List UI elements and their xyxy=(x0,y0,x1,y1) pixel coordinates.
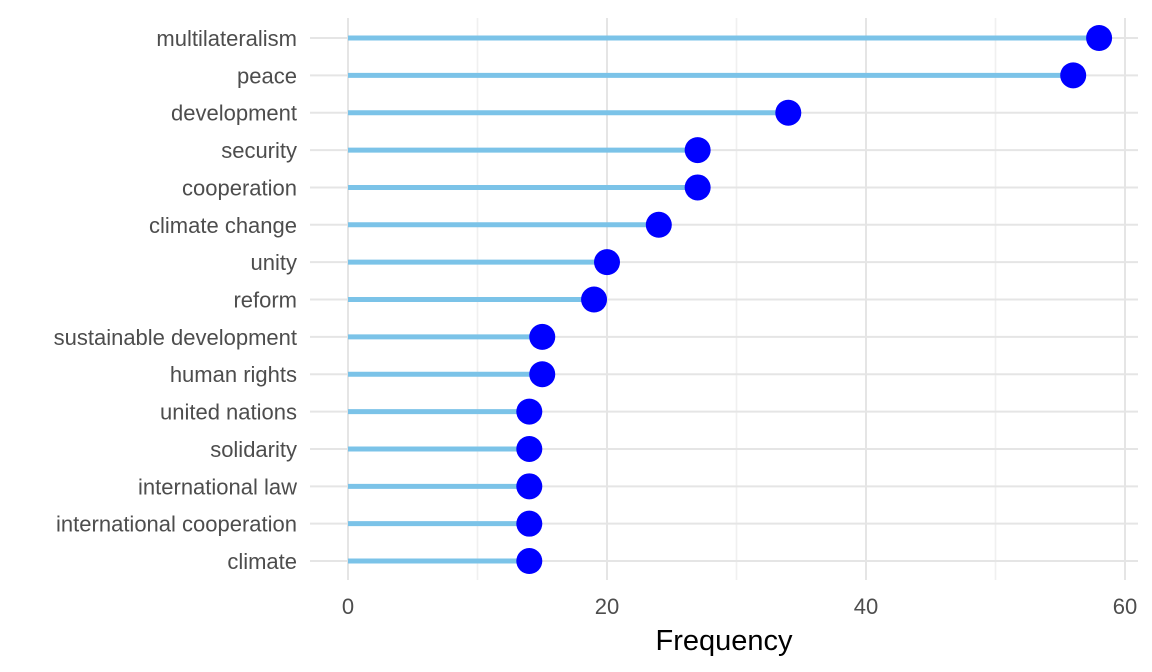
lollipop-point xyxy=(594,249,620,276)
lollipop-point xyxy=(529,361,556,388)
category-label: unity xyxy=(251,250,297,275)
lollipop-stems xyxy=(348,35,1100,564)
x-tick-labels: 0 20 40 60 xyxy=(342,594,1137,619)
category-label: international law xyxy=(138,474,297,499)
category-label: solidarity xyxy=(210,437,297,462)
x-tick-label: 0 xyxy=(342,594,354,619)
lollipop-point xyxy=(684,137,711,164)
lollipop-point xyxy=(775,99,802,126)
x-tick-label: 40 xyxy=(854,594,878,619)
category-label: human rights xyxy=(170,362,297,387)
category-label: reform xyxy=(233,288,297,313)
lollipop-point xyxy=(645,211,672,238)
lollipop-point xyxy=(581,286,608,313)
category-label: cooperation xyxy=(182,175,297,200)
lollipop-point xyxy=(516,435,543,462)
category-label: peace xyxy=(237,63,297,88)
category-label: security xyxy=(221,138,297,163)
category-labels: multilateralism peace development security c… xyxy=(54,26,298,574)
lollipop-point xyxy=(516,473,543,500)
category-label: multilateralism xyxy=(156,26,297,51)
lollipop-point xyxy=(516,548,543,575)
category-label: development xyxy=(171,101,297,126)
category-label: climate xyxy=(227,549,297,574)
category-label: united nations xyxy=(160,400,297,425)
category-label: sustainable development xyxy=(54,325,297,350)
lollipop-point xyxy=(516,510,543,537)
lollipop-point xyxy=(1060,62,1087,89)
lollipop-point xyxy=(529,323,556,350)
category-label: international cooperation xyxy=(56,512,297,537)
x-axis-title: Frequency xyxy=(655,625,793,657)
lollipop-point xyxy=(516,398,543,425)
lollipop-points xyxy=(516,25,1113,575)
lollipop-point xyxy=(1086,25,1113,51)
category-label: climate change xyxy=(149,213,297,238)
lollipop-point xyxy=(684,174,711,201)
x-tick-label: 20 xyxy=(595,594,619,619)
x-tick-label: 60 xyxy=(1113,594,1137,619)
